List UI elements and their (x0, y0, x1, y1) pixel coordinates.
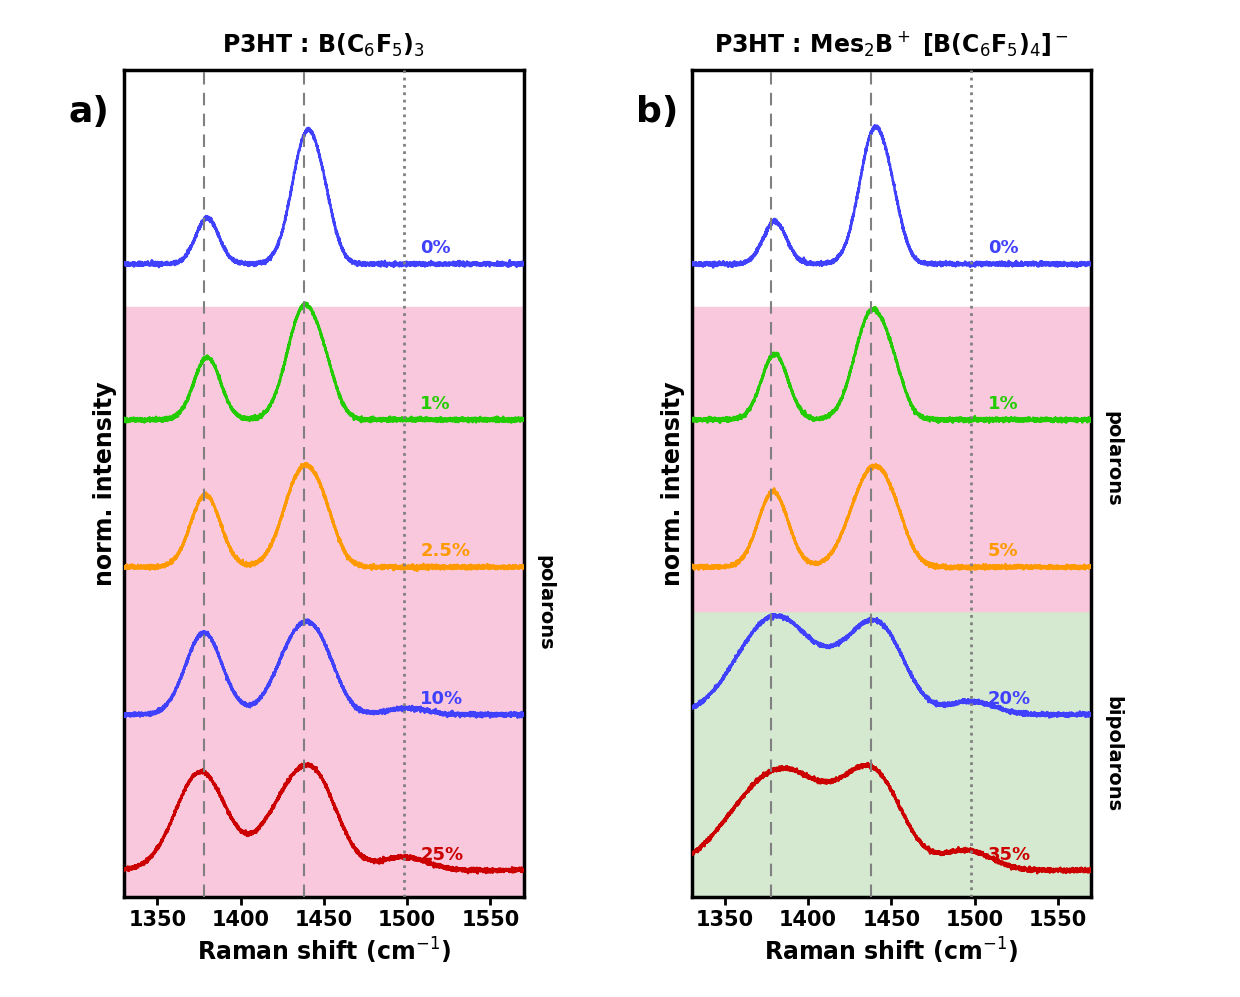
Text: 1%: 1% (988, 395, 1018, 413)
Text: 10%: 10% (420, 690, 464, 708)
Bar (692, 307, 1091, 610)
Bar (692, 610, 1091, 897)
Text: polarons: polarons (1104, 411, 1122, 506)
Bar (124, 307, 523, 897)
Text: a): a) (68, 95, 109, 129)
Text: 0%: 0% (988, 239, 1018, 257)
Text: 0%: 0% (420, 239, 451, 257)
Y-axis label: norm. intensity: norm. intensity (93, 381, 117, 586)
Title: P3HT : Mes$_2$B$^+$ [B(C$_6$F$_5$)$_4$]$^-$: P3HT : Mes$_2$B$^+$ [B(C$_6$F$_5$)$_4$]$… (714, 30, 1069, 60)
Y-axis label: norm. intensity: norm. intensity (661, 381, 684, 586)
Text: bipolarons: bipolarons (1104, 696, 1122, 812)
Text: b): b) (636, 95, 678, 129)
Text: 1%: 1% (420, 395, 451, 413)
Text: polarons: polarons (536, 554, 554, 650)
Text: 35%: 35% (988, 845, 1032, 863)
Text: 2.5%: 2.5% (420, 542, 470, 560)
Text: 5%: 5% (988, 542, 1018, 560)
X-axis label: Raman shift (cm$^{-1}$): Raman shift (cm$^{-1}$) (197, 936, 451, 966)
X-axis label: Raman shift (cm$^{-1}$): Raman shift (cm$^{-1}$) (764, 936, 1018, 966)
Text: 25%: 25% (420, 845, 464, 863)
Text: 20%: 20% (988, 690, 1032, 708)
Title: P3HT : B(C$_6$F$_5$)$_3$: P3HT : B(C$_6$F$_5$)$_3$ (222, 32, 425, 60)
